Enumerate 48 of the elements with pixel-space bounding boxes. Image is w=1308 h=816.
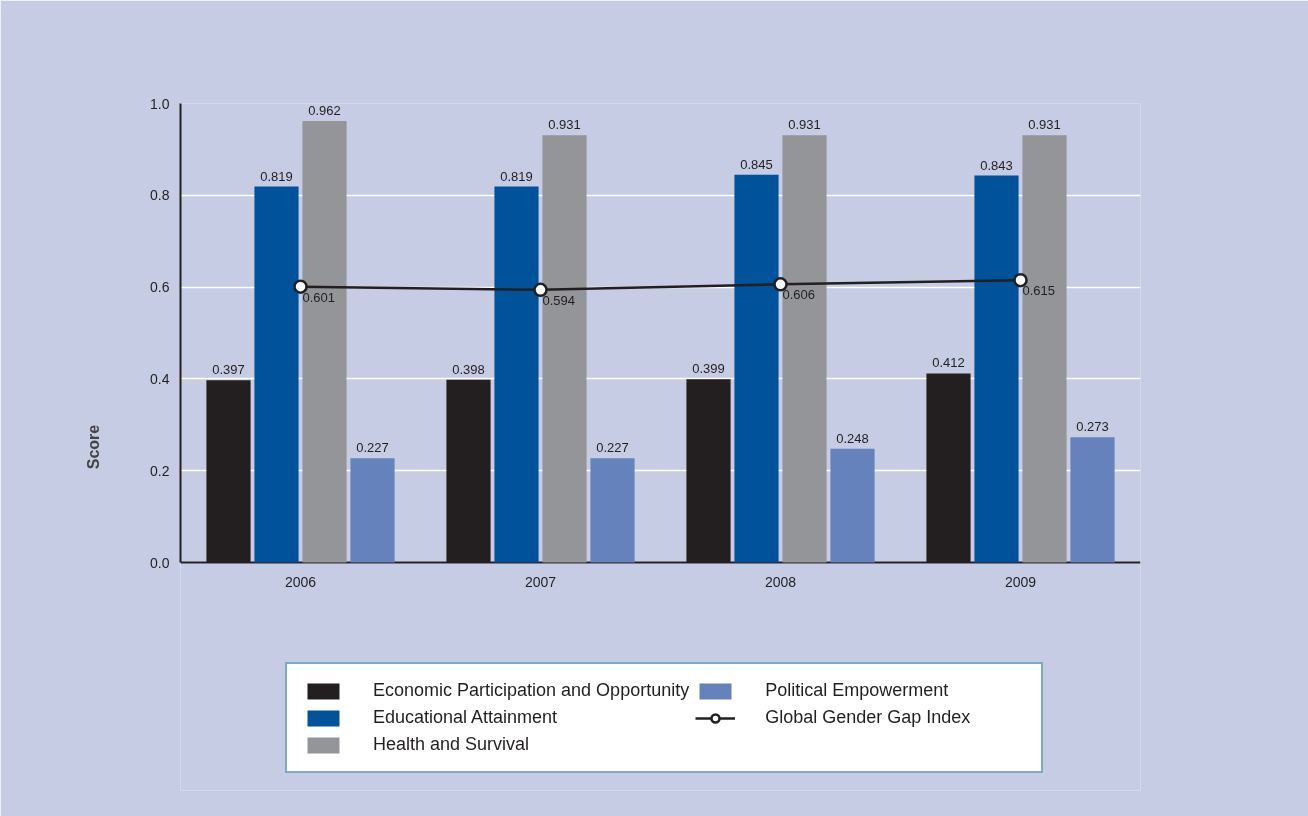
data-label: 0.931 — [548, 117, 581, 133]
data-label: 0.819 — [260, 168, 293, 184]
y-tick-label: 0.0 — [150, 554, 170, 571]
y-tick-label: 1.0 — [150, 95, 170, 112]
data-label: 0.412 — [932, 355, 965, 371]
data-label: 0.843 — [980, 157, 1013, 173]
data-label: 0.248 — [836, 430, 869, 446]
legend-label: Health and Survival — [373, 734, 531, 755]
x-tick-label: 2006 — [284, 573, 317, 590]
y-tick-label: 0.4 — [150, 370, 170, 387]
bar — [254, 186, 299, 563]
data-label: 0.273 — [1076, 419, 1109, 435]
legend-label: Global Gender Gap Index — [765, 707, 972, 728]
y-tick-label: 0.8 — [150, 187, 170, 204]
bar — [590, 458, 635, 563]
data-label: 0.227 — [596, 440, 629, 456]
data-label: 0.601 — [302, 289, 336, 305]
data-label: 0.594 — [542, 292, 576, 308]
y-tick-label: 0.2 — [150, 462, 170, 479]
legend-label: Political Empowerment — [765, 680, 950, 701]
x-tick-label: 2008 — [764, 573, 797, 590]
bar — [830, 448, 875, 563]
legend-label: Educational Attainment — [373, 707, 559, 728]
bar — [974, 175, 1019, 563]
legend-label: Economic Participation and Opportunity — [373, 680, 690, 701]
y-axis-title: Score — [85, 424, 103, 470]
bar — [302, 120, 347, 563]
data-label: 0.398 — [452, 361, 485, 377]
data-label: 0.931 — [1028, 117, 1061, 133]
data-label: 0.931 — [788, 117, 821, 133]
data-label: 0.962 — [308, 102, 341, 118]
bar — [734, 174, 779, 563]
y-tick-label: 0.6 — [150, 279, 170, 296]
data-label: 0.399 — [692, 361, 725, 377]
bar — [1022, 135, 1067, 563]
bar — [542, 135, 587, 563]
bar — [1070, 437, 1115, 563]
data-label: 0.397 — [212, 362, 245, 378]
data-label: 0.615 — [1022, 283, 1056, 299]
bar — [494, 186, 539, 563]
data-label: 0.845 — [740, 156, 773, 172]
x-tick-label: 2009 — [1004, 573, 1037, 590]
data-label: 0.227 — [356, 440, 389, 456]
x-tick-label: 2007 — [524, 573, 557, 590]
data-label: 0.606 — [782, 287, 816, 303]
data-label: 0.819 — [500, 168, 533, 184]
bar — [782, 135, 827, 563]
bar — [350, 458, 395, 563]
